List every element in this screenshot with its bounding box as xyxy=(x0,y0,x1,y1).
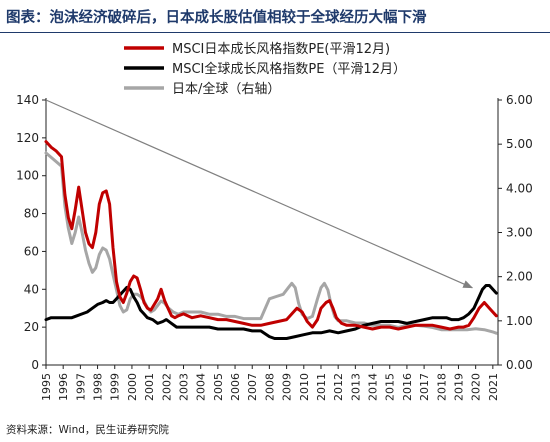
right-tick-label: 2.00 xyxy=(506,270,533,284)
x-tick-label: 2009 xyxy=(281,373,294,401)
x-tick-label: 2018 xyxy=(435,373,448,401)
right-tick-label: 5.00 xyxy=(506,137,533,151)
x-tick-label: 2001 xyxy=(143,373,156,401)
chart-legend: MSCI日本成长风格指数PE(平滑12月) MSCI全球成长风格指数PE（平滑12… xyxy=(124,41,406,97)
x-tick-label: 1995 xyxy=(40,373,53,401)
legend-label-1: MSCI日本成长风格指数PE(平滑12月) xyxy=(172,41,390,57)
x-tick-label: 2000 xyxy=(126,373,139,401)
left-tick-label: 100 xyxy=(16,169,39,183)
legend-label-2: MSCI全球成长风格指数PE（平滑12月） xyxy=(172,61,406,77)
right-tick-label: 3.00 xyxy=(506,226,533,240)
x-tick-label: 2003 xyxy=(177,373,190,401)
x-tick-label: 1996 xyxy=(57,373,70,401)
x-tick-label: 2021 xyxy=(487,373,500,401)
x-tick-label: 2016 xyxy=(401,373,414,401)
left-tick-label: 0 xyxy=(31,358,39,372)
x-tick-label: 2004 xyxy=(195,373,208,401)
x-tick-label: 2015 xyxy=(384,373,397,401)
series-line-2 xyxy=(44,284,498,340)
x-tick-label: 2017 xyxy=(418,373,431,401)
right-tick-label: 6.00 xyxy=(506,93,533,107)
trend-arrow xyxy=(45,99,474,289)
series-line-1 xyxy=(44,140,498,331)
right-tick-label: 1.00 xyxy=(506,314,533,328)
right-tick-label: 4.00 xyxy=(506,181,533,195)
left-tick-label: 80 xyxy=(24,207,39,221)
left-tick-label: 40 xyxy=(24,282,39,296)
x-tick-label: 2005 xyxy=(212,373,225,401)
x-tick-label: 1997 xyxy=(74,373,87,401)
x-tick-label: 2002 xyxy=(160,373,173,401)
x-tick-label: 2008 xyxy=(263,373,276,401)
left-tick-label: 120 xyxy=(16,131,39,145)
source-note: 资料来源：Wind，民生证券研究院 xyxy=(6,424,169,436)
left-tick-label: 140 xyxy=(16,93,39,107)
left-tick-label: 60 xyxy=(24,244,39,258)
chart-title: 图表：泡沫经济破碎后，日本成长股估值相较于全球经历大幅下滑 xyxy=(6,10,427,26)
series-layer xyxy=(44,140,498,340)
left-tick-label: 20 xyxy=(24,320,39,334)
legend-label-3: 日本/全球（右轴） xyxy=(172,81,280,97)
x-tick-label: 2013 xyxy=(349,373,362,401)
x-tick-label: 1999 xyxy=(109,373,122,401)
trend-arrow-layer xyxy=(45,99,474,289)
series-line-3 xyxy=(44,151,498,335)
x-tick-label: 2007 xyxy=(246,373,259,401)
x-tick-label: 2020 xyxy=(470,373,483,401)
right-tick-label: 0.00 xyxy=(506,358,533,372)
x-tick-label: 2006 xyxy=(229,373,242,401)
title-divider xyxy=(0,32,550,33)
x-tick-label: 2014 xyxy=(367,373,380,401)
x-tick-label: 2011 xyxy=(315,373,328,401)
x-tick-label: 2012 xyxy=(332,373,345,401)
x-tick-label: 1998 xyxy=(92,373,105,401)
x-tick-label: 2019 xyxy=(452,373,465,401)
x-tick-label: 2010 xyxy=(298,373,311,401)
